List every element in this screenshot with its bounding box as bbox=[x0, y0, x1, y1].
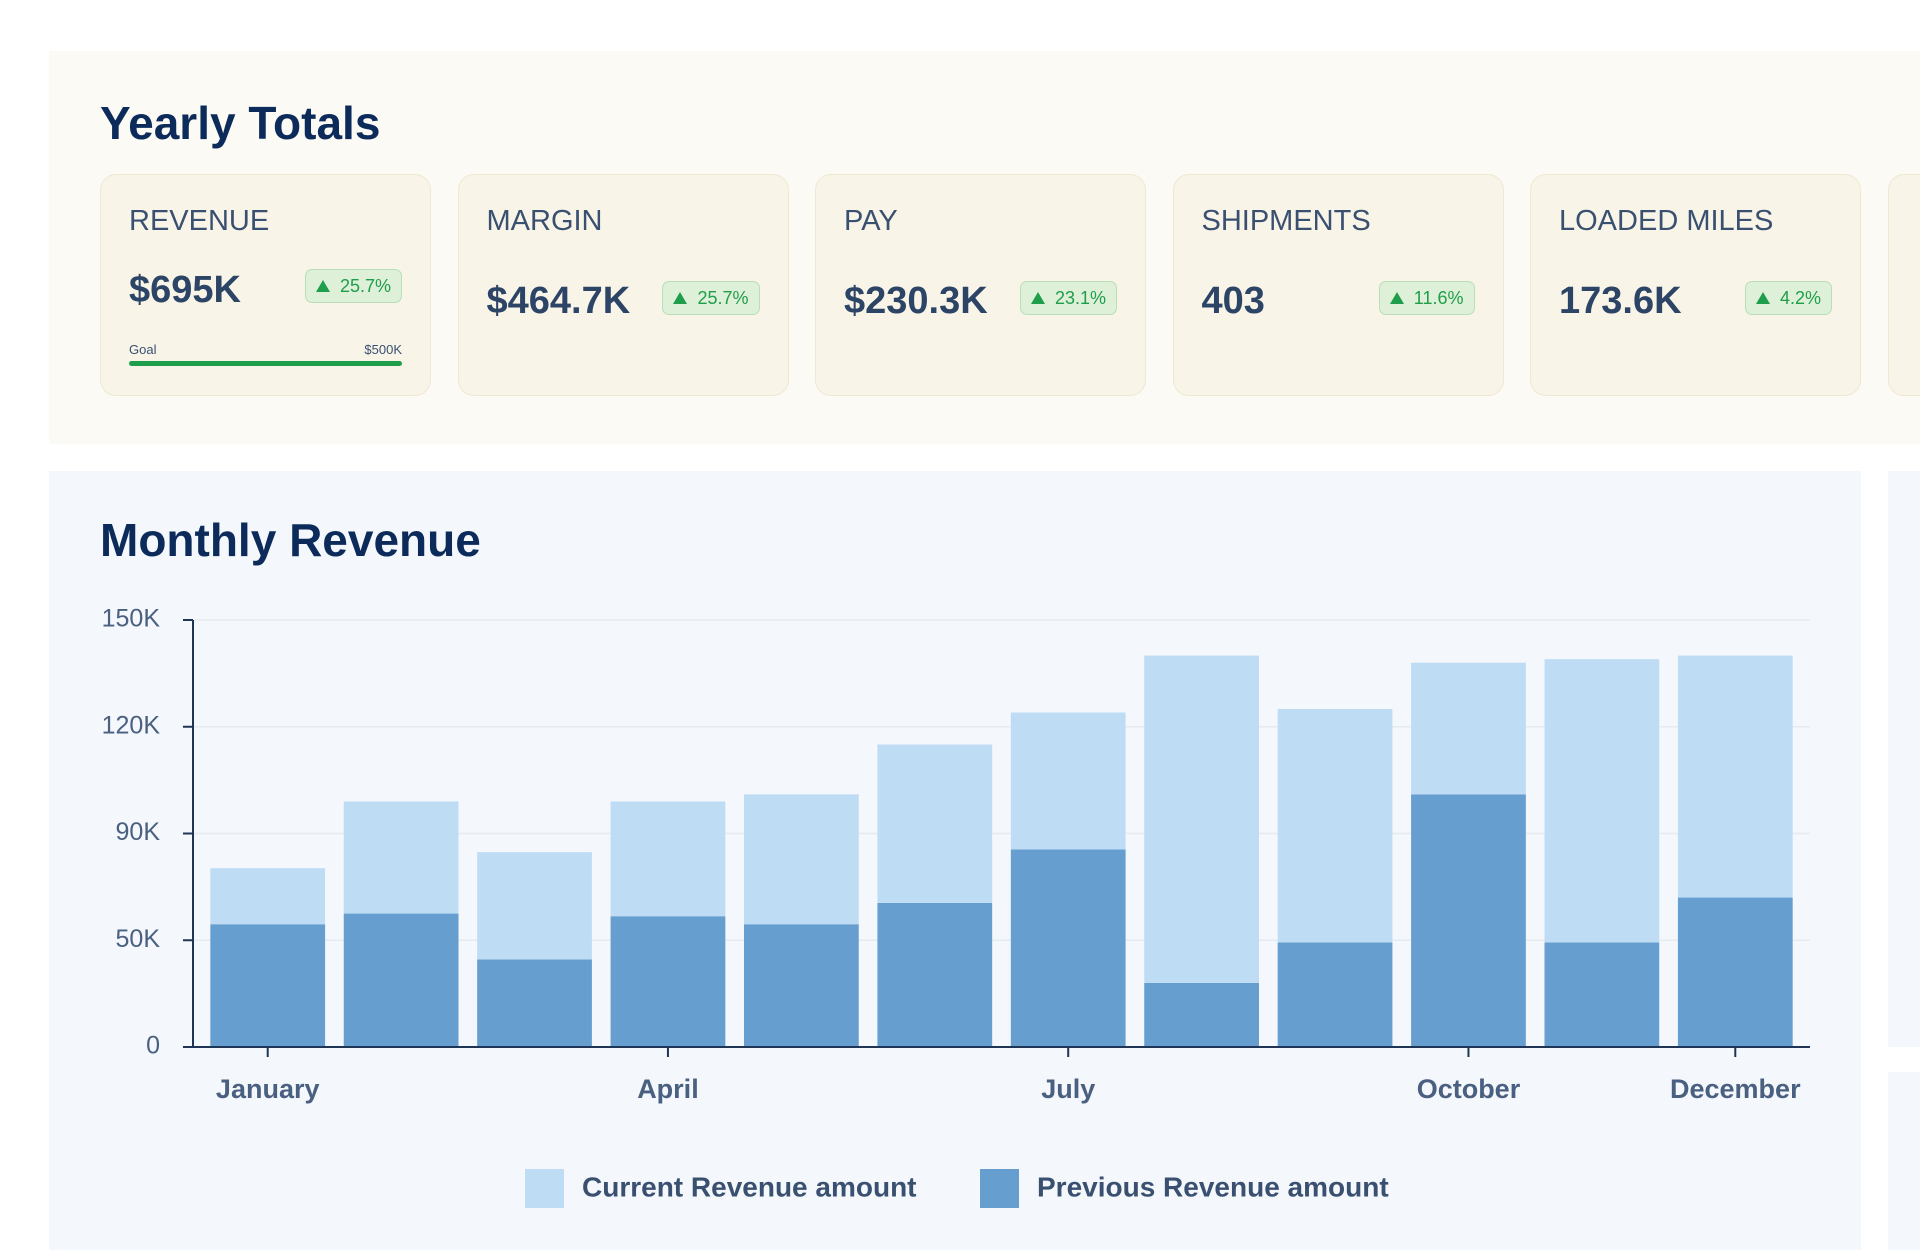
bar-segment bbox=[744, 924, 859, 1047]
kpi-value: $695K bbox=[129, 269, 241, 311]
up-arrow bbox=[315, 280, 330, 292]
kpi-value: $230.3K bbox=[844, 280, 988, 322]
kpi-card: MARGIN $464.7K 25.7% bbox=[457, 174, 789, 396]
bar-segment bbox=[1144, 655, 1259, 983]
bar-segment bbox=[1544, 659, 1660, 943]
yearly-totals-panel: Yearly Totals REVENUE $695K 25.7% Goal $500K… bbox=[49, 51, 1920, 444]
y-tick-label: 90K bbox=[116, 818, 161, 846]
bar-segment bbox=[210, 924, 326, 1047]
change-text: 25.7% bbox=[697, 288, 749, 308]
change-badge: 4.2% bbox=[1744, 281, 1832, 315]
section-title: Yearly Totals bbox=[100, 97, 381, 149]
bar-segment bbox=[877, 902, 993, 1047]
bar-segment bbox=[1411, 662, 1526, 795]
kpi-label: PAY bbox=[844, 205, 898, 237]
legend-swatch bbox=[525, 1169, 564, 1208]
change-text: 4.2% bbox=[1779, 288, 1821, 308]
kpi-label: LOADED MILES bbox=[1559, 205, 1774, 237]
goal-label: Goal bbox=[129, 342, 157, 357]
kpi-card: LOADED MILES 173.6K 4.2% bbox=[1530, 174, 1861, 396]
bar-segment bbox=[1277, 942, 1393, 1047]
kpi-card: SHIPMENTS 403 11.6% bbox=[1172, 174, 1504, 396]
change-badge: 23.1% bbox=[1019, 281, 1117, 315]
up-arrow bbox=[1389, 292, 1404, 304]
x-tick-label: December bbox=[1670, 1074, 1801, 1104]
change-badge: 25.7% bbox=[304, 269, 402, 303]
side-panel bbox=[1888, 1072, 1920, 1250]
bar-segment bbox=[877, 744, 993, 903]
bar-segment bbox=[210, 868, 326, 925]
chart-title: Monthly Revenue bbox=[100, 514, 481, 566]
x-tick-label: October bbox=[1417, 1074, 1521, 1104]
bar-segment bbox=[1010, 849, 1126, 1047]
goal-value: $500K bbox=[364, 342, 402, 357]
bar-segment bbox=[610, 916, 726, 1047]
x-tick-label: July bbox=[1041, 1074, 1095, 1104]
bar-segment bbox=[744, 794, 859, 925]
goal-bar bbox=[129, 361, 402, 366]
bar-segment bbox=[1677, 655, 1793, 898]
change-text: 11.6% bbox=[1413, 288, 1464, 308]
kpi-label: REVENUE bbox=[129, 205, 270, 237]
bar-segment bbox=[1144, 982, 1259, 1047]
change-badge: 11.6% bbox=[1378, 281, 1475, 315]
x-tick-label: April bbox=[637, 1074, 699, 1104]
kpi-card: REVENUE $695K 25.7% Goal $500K bbox=[100, 174, 431, 396]
bar-segment bbox=[477, 959, 592, 1047]
y-tick-label: 50K bbox=[116, 925, 161, 953]
y-tick-label: 150K bbox=[102, 605, 161, 633]
kpi-value: 173.6K bbox=[1559, 280, 1682, 322]
bar-segment bbox=[477, 852, 592, 960]
change-text: 23.1% bbox=[1054, 288, 1106, 308]
kpi-value: 403 bbox=[1201, 280, 1265, 322]
kpi-card: PAY $230.3K 23.1% bbox=[815, 174, 1146, 396]
y-tick-label: 0 bbox=[146, 1032, 160, 1060]
bar-segment bbox=[1277, 708, 1393, 943]
kpi-label: SHIPMENTS bbox=[1201, 205, 1371, 237]
bar-segment bbox=[1411, 794, 1526, 1047]
bar-segment bbox=[343, 913, 459, 1047]
bar-segment bbox=[610, 801, 726, 917]
kpi-label: MARGIN bbox=[486, 205, 603, 237]
up-arrow bbox=[1755, 292, 1770, 304]
legend-label: Current Revenue amount bbox=[582, 1171, 917, 1202]
legend-swatch bbox=[980, 1169, 1019, 1208]
bar-segment bbox=[343, 801, 459, 914]
x-tick-label: January bbox=[216, 1074, 320, 1104]
side-panel bbox=[1888, 471, 1920, 1047]
up-arrow bbox=[673, 292, 688, 304]
bar-segment bbox=[1544, 942, 1660, 1047]
bar-segment bbox=[1010, 712, 1126, 850]
bar-segment bbox=[1677, 897, 1793, 1047]
up-arrow bbox=[1030, 292, 1045, 304]
card bbox=[1888, 174, 1920, 396]
y-tick-label: 120K bbox=[102, 711, 161, 739]
change-text: 25.7% bbox=[339, 276, 391, 296]
legend-label: Previous Revenue amount bbox=[1037, 1171, 1389, 1202]
change-badge: 25.7% bbox=[662, 281, 760, 315]
kpi-value: $464.7K bbox=[486, 280, 631, 322]
